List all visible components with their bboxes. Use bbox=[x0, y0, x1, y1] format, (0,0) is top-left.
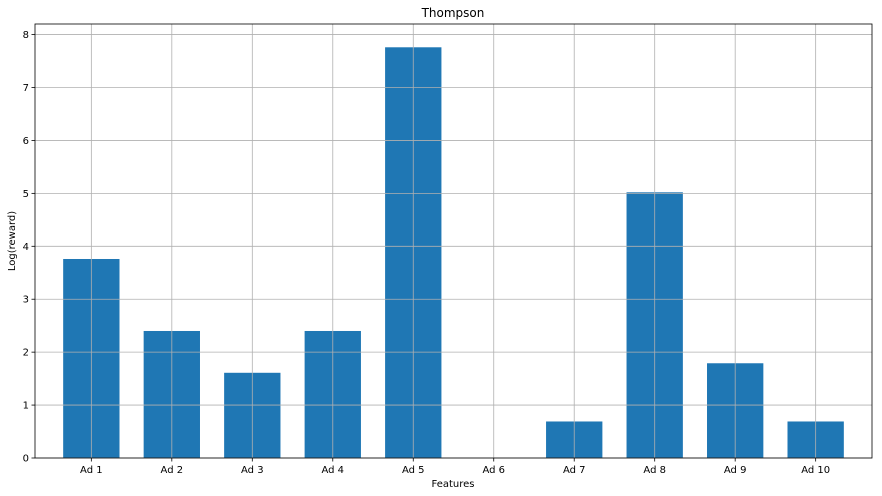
x-tick-label: Ad 8 bbox=[643, 465, 666, 476]
y-tick-label: 2 bbox=[23, 348, 29, 359]
x-tick-label: Ad 7 bbox=[563, 465, 586, 476]
x-tick-label: Ad 1 bbox=[80, 465, 103, 476]
y-tick-label: 1 bbox=[23, 401, 29, 412]
y-tick-label: 3 bbox=[23, 295, 29, 306]
axes-frame bbox=[34, 23, 873, 459]
x-tick-label: Ad 3 bbox=[241, 465, 264, 476]
x-tick-label: Ad 5 bbox=[402, 465, 425, 476]
x-tick-label: Ad 4 bbox=[321, 465, 344, 476]
x-tick-label: Ad 9 bbox=[724, 465, 747, 476]
x-axis-label: Features bbox=[432, 479, 475, 490]
y-tick-label: 6 bbox=[23, 136, 29, 147]
y-tick-label: 5 bbox=[23, 189, 29, 200]
y-tick-label: 8 bbox=[23, 30, 29, 41]
x-tick-label: Ad 10 bbox=[801, 465, 830, 476]
plot-area: 0 1 2 3 4 5 6 7 8 Ad 1 Ad 2 Ad 3 Ad 4 Ad 5 Ad 6 Ad 7 Ad … bbox=[23, 23, 873, 476]
y-tick-label: 4 bbox=[23, 242, 29, 253]
chart-title: Thompson bbox=[421, 6, 485, 20]
x-tick-label: Ad 2 bbox=[161, 465, 184, 476]
y-tick-label: 7 bbox=[23, 83, 29, 94]
x-tick-label: Ad 6 bbox=[482, 465, 505, 476]
y-tick-label: 0 bbox=[23, 454, 29, 465]
y-axis-label: Log(reward) bbox=[7, 211, 18, 271]
